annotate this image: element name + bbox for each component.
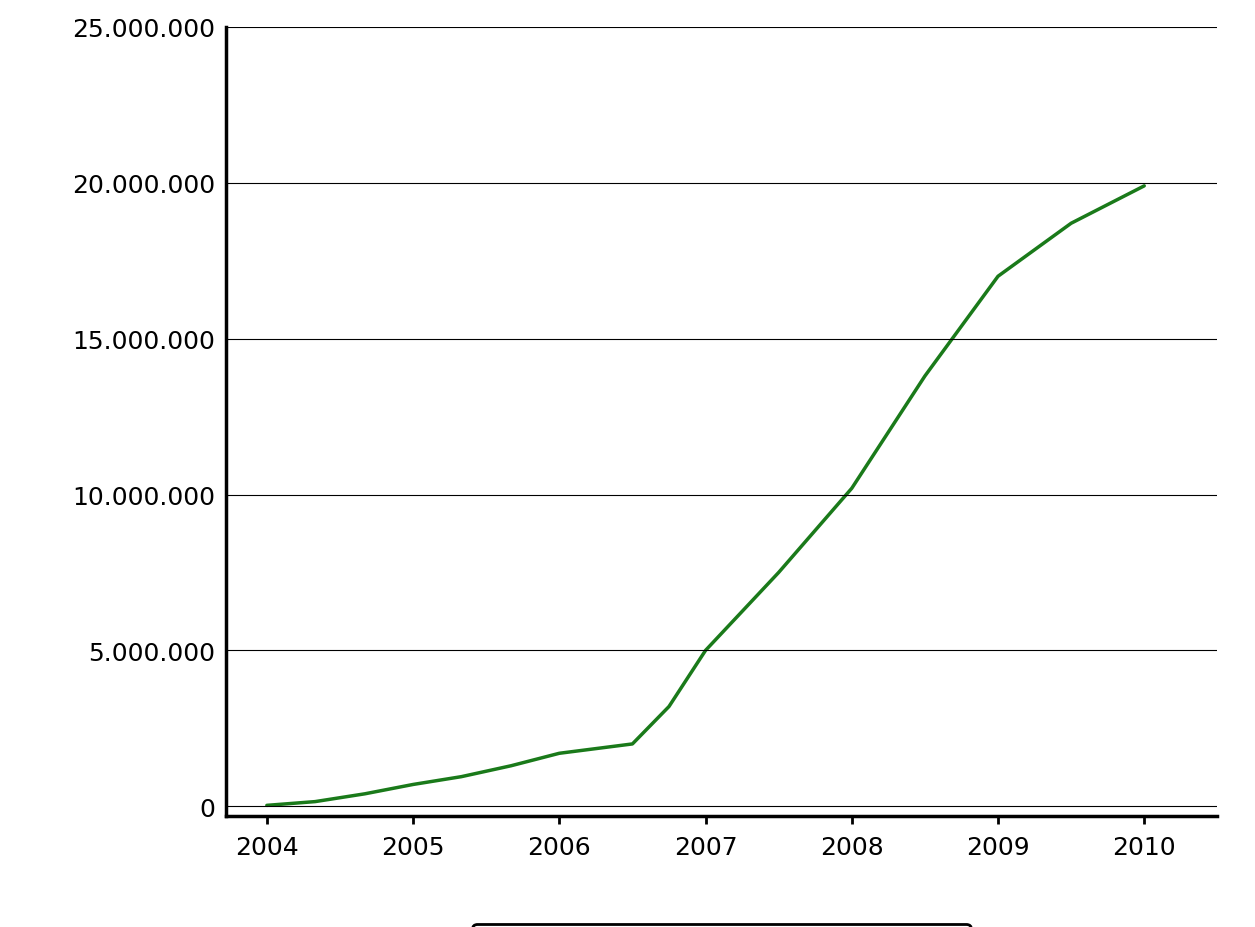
Legend: Aantal bereikte mensen: Aantal bereikte mensen [472,924,971,927]
